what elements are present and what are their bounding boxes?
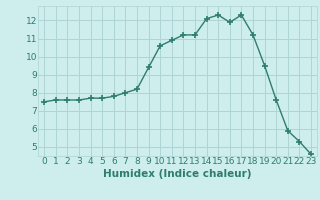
- X-axis label: Humidex (Indice chaleur): Humidex (Indice chaleur): [103, 169, 252, 179]
